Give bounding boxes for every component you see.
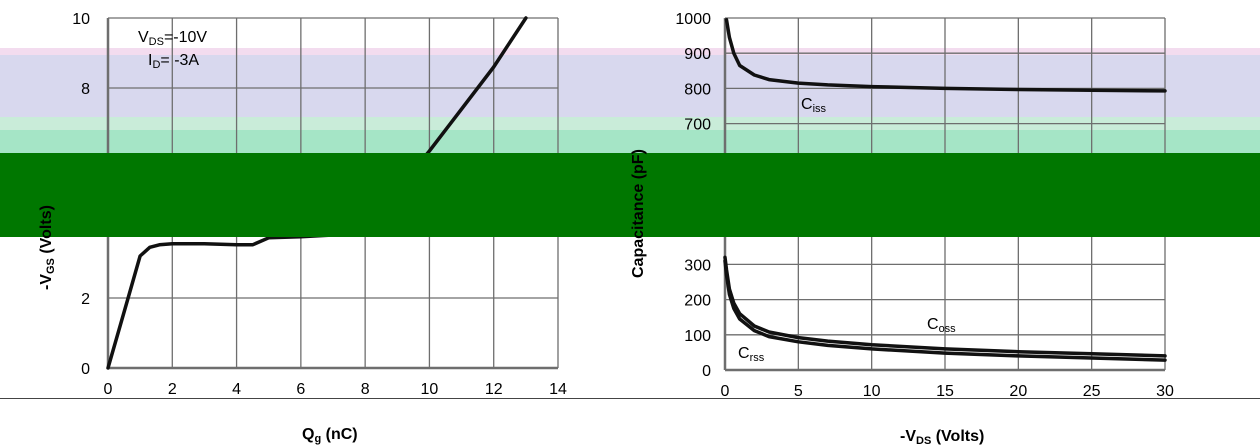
x-tick-label: 6: [296, 381, 305, 398]
x-tick-label: 15: [936, 383, 954, 400]
y-tick-label: 0: [702, 363, 711, 380]
vds-annotation: VDS=-10V: [138, 29, 208, 48]
x-tick-label: 4: [232, 381, 241, 398]
x-tick-label: 14: [549, 381, 567, 398]
y-tick-label: 300: [684, 257, 711, 274]
capacitance-y-title: Capacitance (pF): [630, 149, 647, 278]
x-tick-label: 0: [104, 381, 113, 398]
series-line-0: [106, 16, 528, 370]
y-tick-label: 200: [684, 293, 711, 310]
series-line-2: [723, 259, 1167, 362]
coss-label: Coss: [927, 316, 956, 335]
x-tick-label: 30: [1156, 383, 1174, 400]
crss-label: Crss: [738, 345, 765, 364]
band-lavender: [0, 55, 1260, 117]
gate-charge-y-title: -VGS (Volts): [38, 205, 57, 290]
gate-charge-x-title: Qg (nC): [302, 426, 358, 445]
x-tick-label: 10: [421, 381, 439, 398]
x-tick-label: 25: [1083, 383, 1101, 400]
capacitance-x-title: -VDS (Volts): [900, 428, 985, 447]
y-tick-label: 10: [72, 11, 90, 28]
band-darkgreen: [0, 153, 1260, 237]
y-tick-label: 100: [684, 328, 711, 345]
x-tick-label: 12: [485, 381, 503, 398]
series-line-0: [724, 18, 1167, 93]
y-tick-label: 8: [81, 81, 90, 98]
x-tick-label: 20: [1009, 383, 1027, 400]
y-tick-label: 0: [81, 361, 90, 378]
band-pink: [0, 48, 1260, 56]
band-green: [0, 130, 1260, 156]
y-tick-label: 900: [684, 46, 711, 63]
x-tick-label: 8: [361, 381, 370, 398]
id-annotation: ID= -3A: [148, 52, 200, 71]
x-tick-label: 10: [863, 383, 881, 400]
y-tick-label: 700: [684, 117, 711, 134]
x-tick-label: 0: [721, 383, 730, 400]
y-tick-label: 800: [684, 81, 711, 98]
y-tick-label: 1000: [675, 11, 711, 28]
ciss-label: Ciss: [801, 96, 827, 115]
bottom-separator: [0, 398, 1260, 399]
x-tick-label: 2: [168, 381, 177, 398]
x-tick-label: 5: [794, 383, 803, 400]
y-tick-label: 2: [81, 291, 90, 308]
